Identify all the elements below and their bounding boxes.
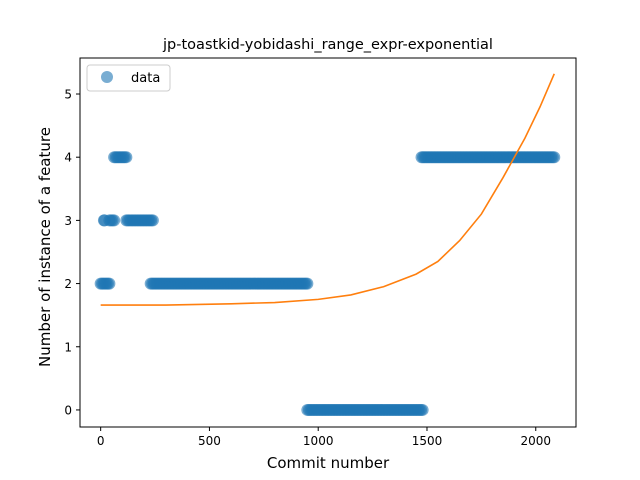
y-tick-label: 1 bbox=[64, 340, 72, 354]
legend: data bbox=[86, 64, 171, 92]
fit-line bbox=[100, 73, 555, 306]
data-point bbox=[120, 151, 133, 164]
legend-label: data bbox=[131, 71, 160, 86]
y-tick-label: 0 bbox=[64, 403, 72, 417]
x-axis-ticks: 0 500 1000 1500 2000 bbox=[97, 427, 551, 448]
data-point bbox=[146, 214, 159, 227]
data-segment bbox=[301, 403, 429, 416]
x-axis-label: Commit number bbox=[267, 454, 390, 472]
x-tick-label: 2000 bbox=[520, 434, 551, 448]
legend-marker-icon bbox=[101, 71, 113, 83]
data-point bbox=[301, 277, 314, 290]
data-segment bbox=[415, 151, 561, 164]
data-segment bbox=[94, 277, 116, 290]
y-tick-label: 5 bbox=[64, 88, 72, 102]
plot-area bbox=[94, 73, 561, 416]
data-point bbox=[108, 214, 121, 227]
data-segment bbox=[144, 277, 314, 290]
data-point bbox=[103, 277, 116, 290]
y-tick-label: 4 bbox=[64, 151, 72, 165]
x-tick-label: 0 bbox=[97, 434, 105, 448]
data-point bbox=[548, 151, 561, 164]
data-segment bbox=[120, 214, 159, 227]
y-tick-label: 2 bbox=[64, 277, 72, 291]
chart-title: jp-toastkid-yobidashi_range_expr-exponen… bbox=[162, 37, 493, 53]
data-point bbox=[416, 403, 429, 416]
x-tick-label: 500 bbox=[198, 434, 221, 448]
y-axis-ticks: 0 1 2 3 4 5 bbox=[64, 88, 80, 417]
plot-frame bbox=[79, 57, 577, 428]
data-segment bbox=[103, 214, 121, 227]
y-tick-label: 3 bbox=[64, 214, 72, 228]
y-axis-label: Number of instance of a feature bbox=[36, 127, 54, 367]
x-tick-label: 1000 bbox=[303, 434, 334, 448]
data-segment bbox=[108, 151, 133, 164]
x-tick-label: 1500 bbox=[412, 434, 443, 448]
